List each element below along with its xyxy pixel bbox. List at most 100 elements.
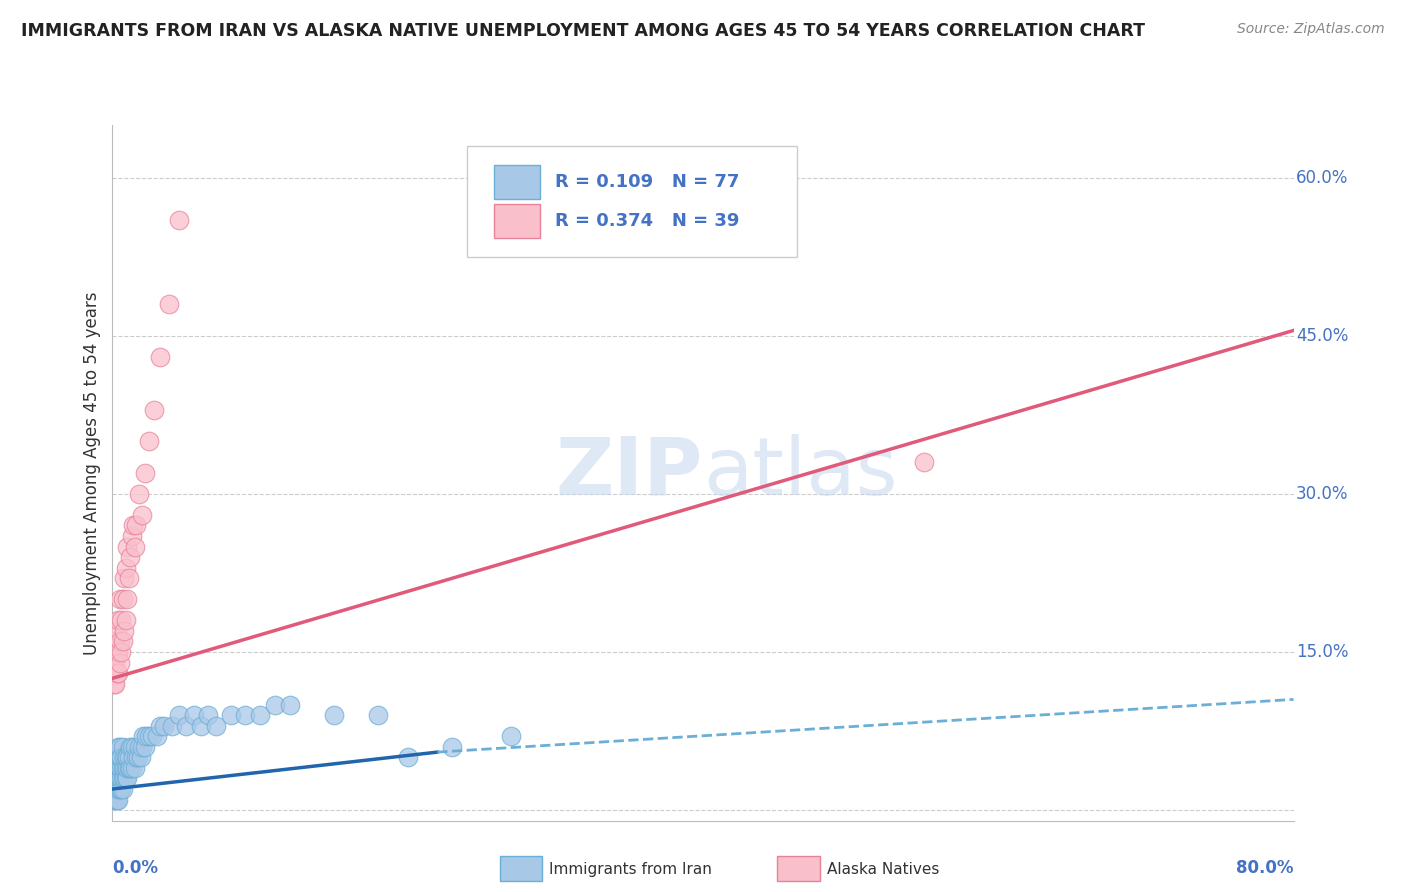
Text: R = 0.374   N = 39: R = 0.374 N = 39 [555,211,740,229]
Point [112,761,135,775]
Point [129,750,152,764]
Point [110,761,132,775]
Point [149,350,172,364]
Point [107,645,129,659]
Point [128,487,150,501]
Point [219,708,242,723]
Point [105,645,128,659]
Point [114,613,136,627]
Point [146,729,169,743]
Y-axis label: Unemployment Among Ages 45 to 54 years: Unemployment Among Ages 45 to 54 years [83,291,101,655]
Text: 45.0%: 45.0% [1296,326,1348,344]
Point [153,719,176,733]
Point [105,624,128,638]
Point [167,212,190,227]
Point [149,719,172,733]
Text: 15.0%: 15.0% [1296,643,1348,661]
Point [108,772,131,786]
Point [111,739,134,754]
Point [107,739,129,754]
Point [117,592,138,607]
Point [105,792,128,806]
Point [323,708,346,723]
Point [131,739,153,754]
Point [104,676,127,690]
Point [142,402,165,417]
FancyBboxPatch shape [467,145,797,257]
Point [197,708,219,723]
Point [138,434,160,449]
Text: 80.0%: 80.0% [1236,859,1294,877]
Point [108,782,131,797]
Point [110,772,132,786]
Point [141,729,163,743]
Point [134,739,156,754]
Point [111,772,134,786]
Point [105,761,128,775]
Point [120,739,142,754]
Point [103,782,125,797]
Point [107,782,129,797]
Point [121,529,143,543]
Point [120,550,142,565]
Text: 0.0%: 0.0% [112,859,159,877]
Point [104,656,127,670]
Point [104,634,127,648]
Point [110,613,132,627]
Point [120,761,142,775]
Point [160,719,183,733]
Point [278,698,301,712]
Point [128,739,150,754]
Point [233,708,256,723]
Point [107,761,129,775]
Point [264,698,287,712]
Point [367,708,389,723]
Point [104,761,127,775]
Point [190,719,212,733]
Point [183,708,205,723]
Point [114,560,136,574]
Point [114,750,136,764]
Point [117,540,138,554]
Point [105,666,128,681]
Point [914,455,936,469]
Point [111,634,134,648]
Point [107,666,129,681]
Point [167,708,190,723]
Point [107,772,129,786]
Point [114,772,136,786]
Text: ZIP: ZIP [555,434,703,512]
Point [105,772,128,786]
Point [125,750,148,764]
Point [111,782,134,797]
Point [111,592,134,607]
Text: R = 0.109   N = 77: R = 0.109 N = 77 [555,173,740,191]
Point [108,592,131,607]
Point [138,729,160,743]
Point [112,750,135,764]
Point [105,750,128,764]
Point [103,676,125,690]
Point [111,761,134,775]
Point [124,739,146,754]
Point [112,571,135,585]
Point [124,761,146,775]
Point [132,729,155,743]
Point [501,729,523,743]
Point [114,761,136,775]
FancyBboxPatch shape [494,165,540,199]
Text: atlas: atlas [703,434,897,512]
Point [104,792,127,806]
Point [249,708,271,723]
Point [110,750,132,764]
Point [104,772,127,786]
Point [131,508,153,522]
Point [104,782,127,797]
Point [134,466,156,480]
FancyBboxPatch shape [778,856,820,881]
Point [127,750,149,764]
Point [110,782,132,797]
Point [108,634,131,648]
Point [118,761,141,775]
Point [118,750,141,764]
